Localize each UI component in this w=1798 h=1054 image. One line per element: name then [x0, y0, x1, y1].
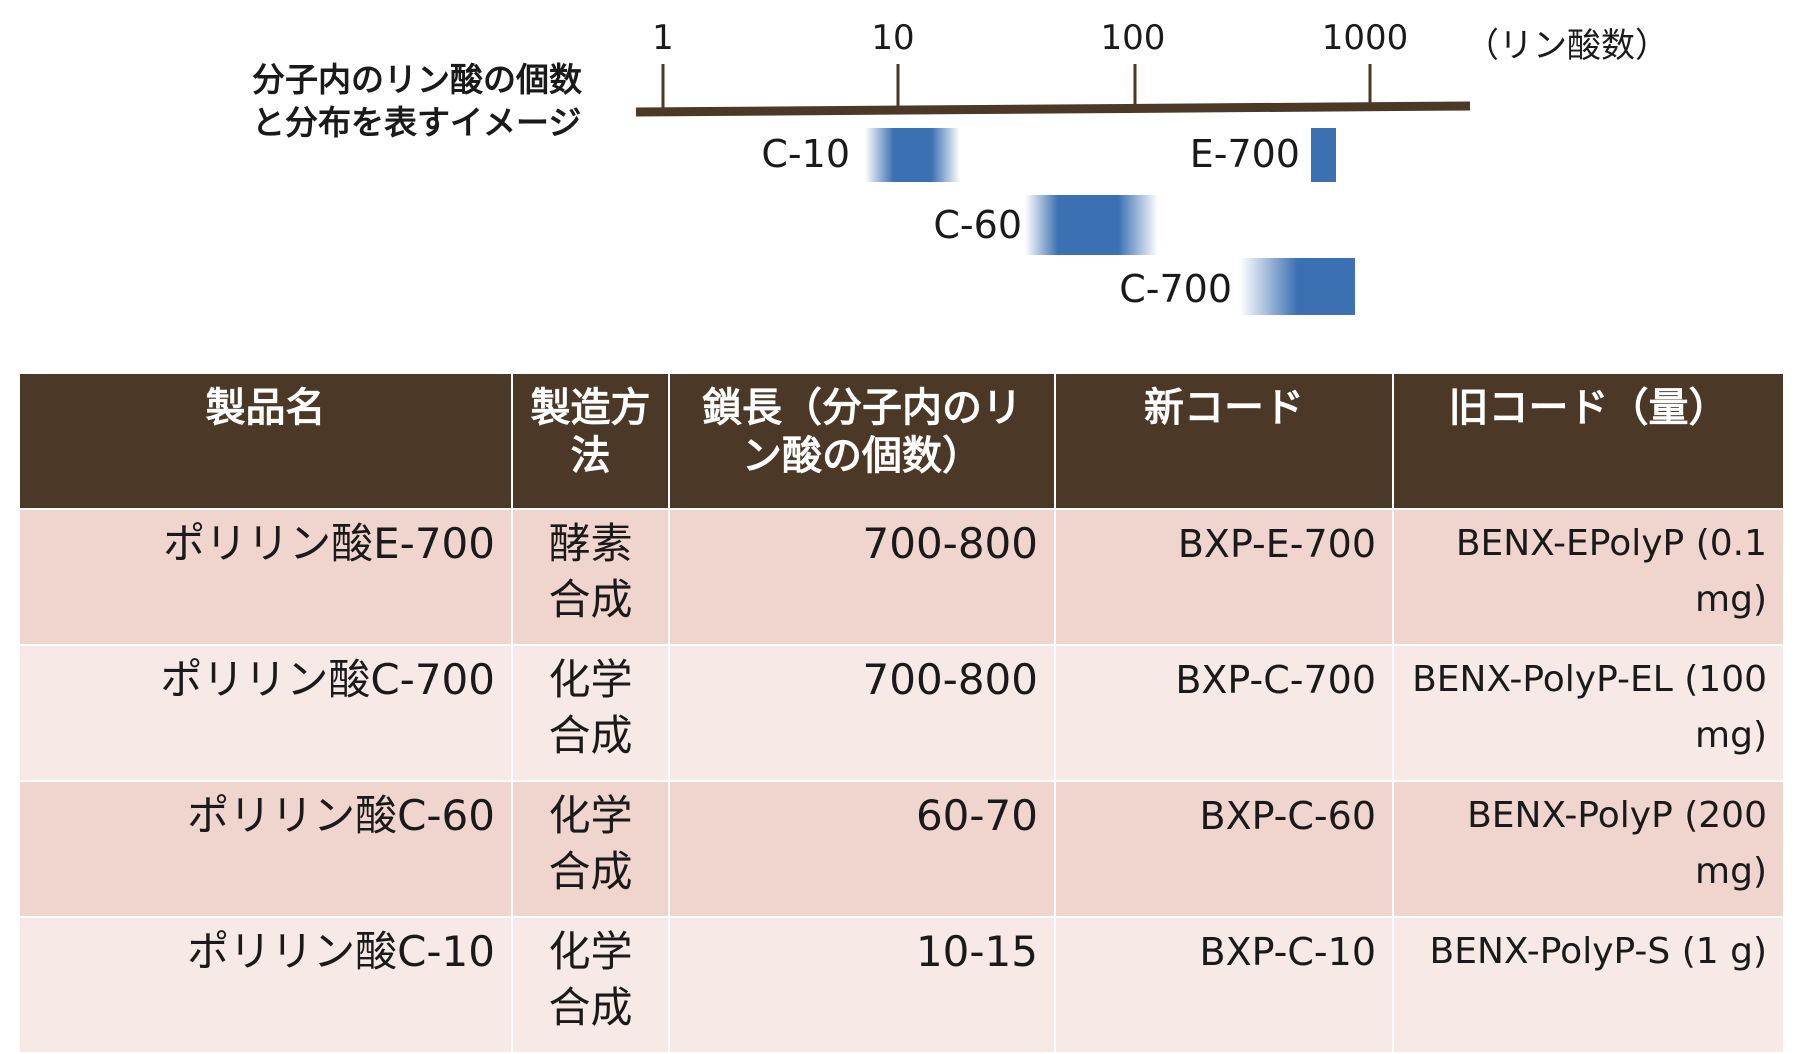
diagram-caption: 分子内のリン酸の個数と分布を表すイメージ [252, 60, 582, 142]
cell-method: 化学合成 [511, 916, 670, 1054]
header-method: 製造方法 [511, 372, 670, 510]
table-row: ポリリン酸C-60 化学合成 60-70 BXP-C-60 BENX-PolyP… [18, 780, 1785, 918]
header-chain-length: 鎖長（分子内のリン酸の個数） [668, 372, 1056, 510]
tick-label-10: 10 [871, 18, 915, 58]
table-row: ポリリン酸E-700 酵素合成 700-800 BXP-E-700 BENX-E… [18, 508, 1785, 646]
tick-label-1: 1 [652, 18, 674, 58]
table-header-row: 製品名 製造方法 鎖長（分子内のリン酸の個数） 新コード 旧コード（量） [18, 372, 1785, 510]
axis-line [635, 101, 1471, 117]
cell-product-name: ポリリン酸C-60 [18, 780, 513, 918]
cell-old-code: BENX-EPolyP (0.1 mg) [1392, 508, 1785, 646]
range-label-c700: C-700 [1119, 267, 1232, 311]
table-row: ポリリン酸C-10 化学合成 10-15 BXP-C-10 BENX-PolyP… [18, 916, 1785, 1054]
range-bar-c700 [1240, 258, 1355, 315]
cell-new-code: BXP-C-10 [1054, 916, 1394, 1054]
axis-svg [635, 64, 1471, 315]
cell-product-name: ポリリン酸C-700 [18, 644, 513, 782]
range-bar-c10 [865, 128, 960, 182]
cell-chain-length: 700-800 [668, 508, 1056, 646]
table-row: ポリリン酸C-700 化学合成 700-800 BXP-C-700 BENX-P… [18, 644, 1785, 782]
cell-method: 化学合成 [511, 644, 670, 782]
product-table: 製品名 製造方法 鎖長（分子内のリン酸の個数） 新コード 旧コード（量） ポリリ… [18, 372, 1785, 1054]
cell-product-name: ポリリン酸C-10 [18, 916, 513, 1054]
cell-old-code: BENX-PolyP-S (1 g) [1392, 916, 1785, 1054]
header-old-code: 旧コード（量） [1392, 372, 1785, 510]
cell-new-code: BXP-E-700 [1054, 508, 1394, 646]
range-bar-e700 [1311, 128, 1336, 182]
cell-old-code: BENX-PolyP (200 mg) [1392, 780, 1785, 918]
range-bar-c60 [1025, 195, 1158, 255]
header-new-code: 新コード [1054, 372, 1394, 510]
cell-old-code: BENX-PolyP-EL (100 mg) [1392, 644, 1785, 782]
cell-new-code: BXP-C-700 [1054, 644, 1394, 782]
cell-new-code: BXP-C-60 [1054, 780, 1394, 918]
range-label-c60: C-60 [933, 203, 1022, 247]
tick-label-1000: 1000 [1321, 18, 1409, 58]
cell-chain-length: 60-70 [668, 780, 1056, 918]
tick-label-100: 100 [1100, 18, 1166, 58]
axis-unit-label: （リン酸数） [1465, 26, 1669, 66]
header-product-name: 製品名 [18, 372, 513, 510]
cell-product-name: ポリリン酸E-700 [18, 508, 513, 646]
chain-length-diagram: 分子内のリン酸の個数と分布を表すイメージ [0, 0, 1798, 360]
range-label-e700: E-700 [1189, 132, 1300, 176]
cell-chain-length: 700-800 [668, 644, 1056, 782]
cell-chain-length: 10-15 [668, 916, 1056, 1054]
cell-method: 酵素合成 [511, 508, 670, 646]
cell-method: 化学合成 [511, 780, 670, 918]
range-label-c10: C-10 [761, 132, 850, 176]
